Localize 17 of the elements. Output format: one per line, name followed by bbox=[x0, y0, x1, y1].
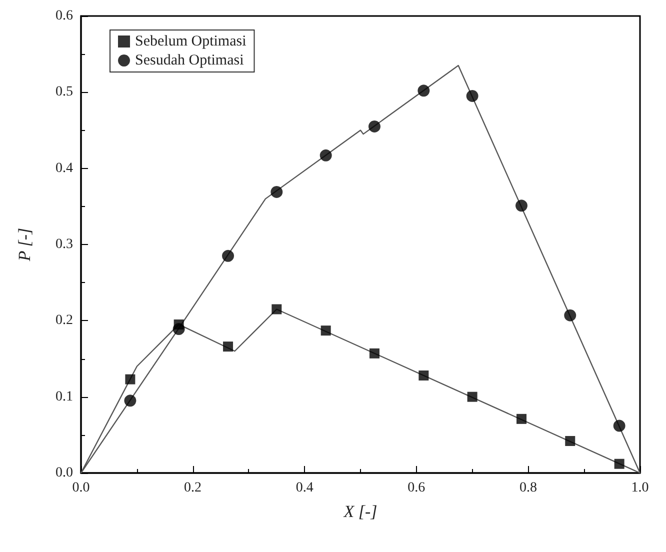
legend-label: Sebelum Optimasi bbox=[135, 34, 246, 50]
y-tick-label: 0.1 bbox=[56, 389, 73, 404]
x-tick-label: 0.4 bbox=[296, 480, 314, 496]
x-tick-label: 1.0 bbox=[631, 480, 649, 496]
y-axis-title: P [-] bbox=[15, 228, 34, 262]
y-tick-label: 0.0 bbox=[56, 466, 73, 480]
x-tick-label: 0.0 bbox=[72, 480, 90, 496]
y-tick-label: 0.6 bbox=[56, 8, 73, 24]
y-tick-label: 0.4 bbox=[56, 160, 73, 176]
x-tick-label: 0.8 bbox=[519, 480, 537, 496]
x-axis-title: X [-] bbox=[342, 502, 378, 521]
x-tick-label: 0.2 bbox=[184, 480, 202, 496]
y-tick-label: 0.5 bbox=[56, 84, 73, 100]
x-tick-label: 0.6 bbox=[408, 480, 426, 496]
y-tick-label: 0.3 bbox=[56, 237, 73, 252]
y-tick-label: 0.2 bbox=[56, 313, 73, 328]
legend-label: Sesudah Optimasi bbox=[135, 52, 244, 68]
